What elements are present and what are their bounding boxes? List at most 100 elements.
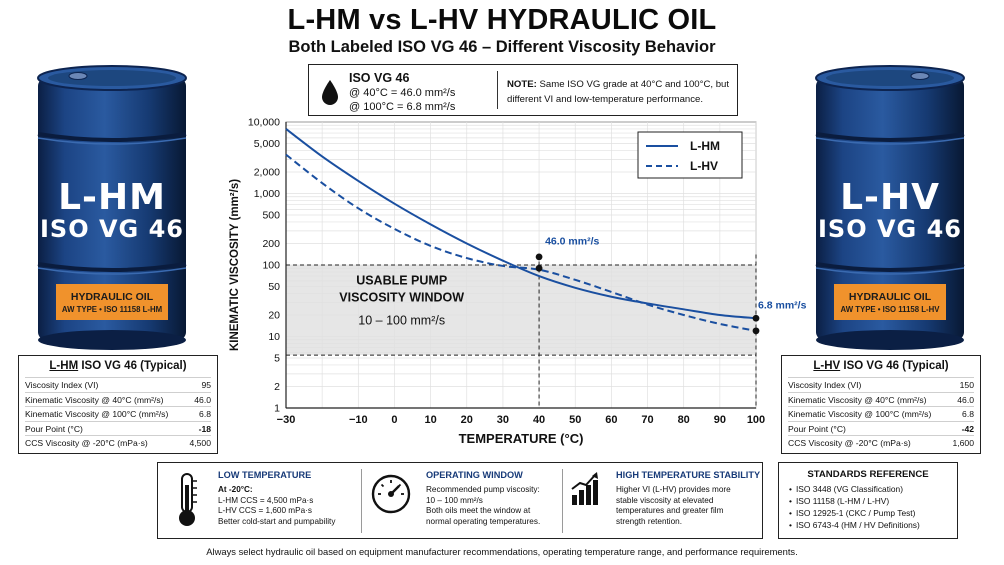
x-tick-label: 40 (533, 414, 545, 426)
panel-separator (562, 469, 563, 533)
annotation-40c: 46.0 mm²/s (545, 236, 599, 248)
oil-drop-icon (322, 80, 338, 105)
annotation-100c: 6.8 mm²/s (758, 300, 807, 312)
legend-box (637, 131, 743, 179)
y-tick-label: 100 (262, 260, 280, 272)
standards-reference: STANDARDS REFERENCE ISO 3448 (VG Classif… (778, 462, 958, 539)
band-label-line1: USABLE PUMP (356, 274, 447, 288)
viscosity-chart-svg: 1251020501002005001,0002,0005,00010,000−… (229, 117, 807, 447)
footer-note: Always select hydraulic oil based on equ… (206, 546, 798, 557)
y-tick-label: 200 (262, 238, 280, 250)
iso-divider (497, 71, 498, 109)
thermometer-icon (179, 473, 197, 526)
list-item: ISO 6743-4 (HM / HV Definitions) (789, 519, 957, 531)
drum-left-name: L-HM (58, 177, 166, 218)
properties-table-lhm: L-HM ISO VG 46 (Typical) Viscosity Index… (18, 355, 218, 454)
y-tick-label: 50 (268, 281, 280, 293)
x-tick-label: 20 (461, 414, 473, 426)
x-tick-label: 80 (678, 414, 690, 426)
x-tick-label: −30 (277, 414, 296, 426)
table-row: Kinematic Viscosity @ 100°C (mm²/s) 6.8 (788, 406, 974, 421)
x-tick-label: 0 (391, 414, 397, 426)
table-title: L-HV ISO VG 46 (Typical) (813, 360, 949, 372)
data-point-l-hv (535, 264, 543, 272)
properties-table-lhv: L-HV ISO VG 46 (Typical) Viscosity Index… (781, 355, 981, 454)
x-tick-label: 100 (747, 414, 765, 426)
table-title: L-HM ISO VG 46 (Typical) (49, 360, 187, 372)
x-tick-label: 10 (424, 414, 436, 426)
table-row: Kinematic Viscosity @ 40°C (mm²/s) 46.0 (788, 391, 974, 407)
y-tick-label: 1 (274, 403, 280, 415)
iso-line-40c: @ 40°C = 46.0 mm²/s (349, 87, 456, 99)
x-tick-label: −10 (349, 414, 368, 426)
table-row: Viscosity Index (VI) 95 (25, 377, 211, 392)
iso-line-100c: @ 100°C = 6.8 mm²/s (349, 101, 456, 113)
table-row: Viscosity Index (VI) 150 (788, 377, 974, 392)
viscosity-chart: 1 2 5 10 20 50 100 200 500 1,000 2,000 5,000 10,000−… (220, 110, 807, 455)
band-label-line3: 10 – 100 mm²/s (358, 314, 445, 328)
drum-right-graphic (815, 65, 965, 350)
table-row: Pour Point (°C) -42 (788, 420, 974, 436)
list-item: ISO 11158 (L-HM / L-HV) (789, 495, 957, 507)
y-tick-label: 10,000 (248, 117, 280, 129)
note-label: NOTE: (507, 79, 537, 90)
x-tick-label: 70 (641, 414, 653, 426)
table-row: CCS Viscosity @ -20°C (mPa·s) 4,500 (25, 435, 211, 450)
y-tick-label: 2 (274, 381, 280, 393)
drum-right-grade: ISO VG 46 (818, 215, 962, 243)
data-point-l-hm (535, 253, 543, 261)
low-temp-text: At -20°C: L-HM CCS = 4,500 mPa·s L-HV CC… (218, 485, 336, 526)
operating-text: Recommended pump viscosity: 10 – 100 mm²… (426, 485, 541, 526)
list-item: ISO 3448 (VG Classification) (789, 483, 957, 495)
series-line-l-hv (285, 153, 757, 332)
band-label-line2: VISCOSITY WINDOW (339, 291, 464, 305)
legend-label-l-hv: L-HV (690, 159, 718, 173)
y-tick-label: 20 (268, 309, 280, 321)
x-tick-label: 50 (569, 414, 581, 426)
drum-right-band-sub: AW TYPE • ISO 11158 L-HV (840, 305, 940, 314)
high-temp-title: HIGH TEMPERATURE STABILITY (616, 470, 761, 480)
note-text: Same ISO VG grade at 40°C and 100°C, but… (507, 79, 730, 105)
legend-label-l-hm: L-HM (690, 139, 720, 153)
list-item: ISO 12925-1 (CKC / Pump Test) (789, 507, 957, 519)
y-tick-label: 5 (274, 353, 280, 365)
gauge-icon (371, 474, 411, 514)
y-tick-label: 5,000 (254, 138, 280, 150)
page-title: L-HM vs L-HV HYDRAULIC OIL (287, 4, 717, 36)
operating-title: OPERATING WINDOW (426, 470, 523, 480)
x-tick-label: 90 (714, 414, 726, 426)
panel-separator (361, 469, 362, 533)
data-point-l-hm (752, 314, 760, 322)
info-panel: LOW TEMPERATURE At -20°C: L-HM CCS = 4,5… (157, 462, 763, 539)
table-row: Pour Point (°C) -18 (25, 420, 211, 436)
drum-right-name: L-HV (840, 177, 940, 218)
y-tick-label: 500 (262, 210, 280, 222)
series-line-l-hm (285, 128, 757, 320)
iso-note: NOTE: Same ISO VG grade at 40°C and 100°… (507, 77, 735, 107)
drum-right-band-title: HYDRAULIC OIL (848, 291, 932, 303)
y-tick-label: 2,000 (254, 166, 280, 178)
drum-left-band-title: HYDRAULIC OIL (70, 291, 154, 303)
y-tick-label: 1,000 (254, 188, 280, 200)
table-row: Kinematic Viscosity @ 40°C (mm²/s) 46.0 (25, 391, 211, 407)
y-tick-label: 10 (268, 331, 280, 343)
standards-title: STANDARDS REFERENCE (807, 469, 929, 480)
x-axis-label: TEMPERATURE (°C) (459, 431, 584, 446)
drum-left-band-sub: AW TYPE • ISO 11158 L-HM (61, 305, 163, 314)
iso-grade: ISO VG 46 (349, 71, 410, 85)
drum-left-graphic (37, 65, 187, 350)
table-row: CCS Viscosity @ -20°C (mPa·s) 1,600 (788, 435, 974, 450)
drum-left: L-HM ISO VG 46 HYDRAULIC OIL AW TYPE • I… (22, 64, 202, 354)
iso-info-box: ISO VG 46 @ 40°C = 46.0 mm²/s @ 100°C = … (308, 64, 738, 116)
x-tick-label: 60 (605, 414, 617, 426)
y-axis-label: KINEMATIC VISCOSITY (mm²/s) (229, 179, 241, 351)
rising-bars-icon (571, 472, 598, 505)
drum-left-grade: ISO VG 46 (40, 215, 184, 243)
table-row: Kinematic Viscosity @ 100°C (mm²/s) 6.8 (25, 406, 211, 421)
page-subtitle: Both Labeled ISO VG 46 – Different Visco… (288, 38, 716, 56)
x-tick-label: 30 (497, 414, 509, 426)
low-temp-title: LOW TEMPERATURE (218, 470, 312, 480)
standards-list: ISO 3448 (VG Classification) ISO 11158 (… (789, 483, 957, 531)
data-point-l-hv (752, 327, 760, 335)
drum-right: L-HV ISO VG 46 HYDRAULIC OIL AW TYPE • I… (800, 64, 980, 354)
